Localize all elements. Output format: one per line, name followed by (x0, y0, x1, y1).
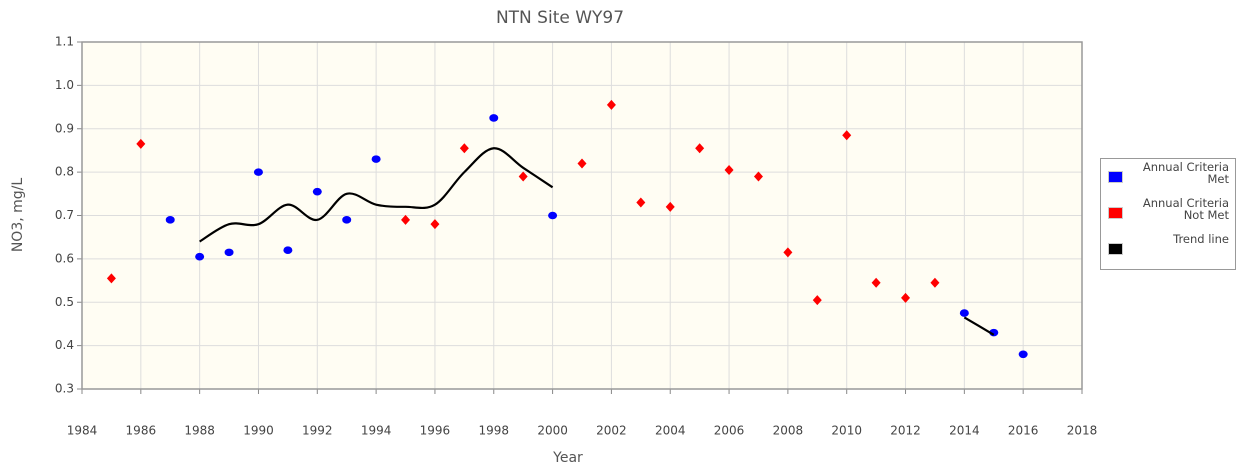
x-tick-label: 2002 (596, 424, 627, 438)
point (136, 138, 146, 149)
point (842, 130, 852, 141)
x-tick-label: 1990 (243, 424, 274, 438)
point (459, 143, 469, 154)
y-tick-label: 0.3 (55, 382, 74, 396)
point (224, 248, 234, 257)
x-tick-label: 2012 (890, 424, 921, 438)
point (283, 246, 293, 254)
legend: Annual Criteria Met Annual Criteria Not M… (1100, 158, 1236, 270)
x-tick-label: 1998 (478, 424, 509, 438)
point (959, 309, 969, 317)
x-axis-label: Year (552, 450, 583, 466)
y-tick-label: 1.0 (55, 78, 74, 92)
point (430, 219, 440, 230)
x-tick-label: 2016 (1008, 424, 1039, 438)
x-tick-label: 2000 (537, 424, 568, 438)
point (312, 187, 322, 196)
y-tick-label: 0.5 (55, 295, 74, 309)
x-tick-label: 1984 (67, 424, 98, 438)
point (871, 277, 881, 288)
legend-entry[interactable]: Trend line (1101, 231, 1235, 267)
point (106, 273, 116, 284)
legend-label: Annual Criteria Met (1142, 160, 1229, 186)
legend-swatch (1108, 171, 1123, 183)
point (812, 295, 822, 306)
point (724, 164, 734, 175)
x-tick-label: 2006 (714, 424, 745, 438)
legend-entry[interactable]: Annual Criteria Met (1101, 159, 1235, 195)
trend-line (199, 147, 995, 336)
y-tick-label: 0.7 (55, 208, 74, 222)
point (606, 99, 616, 110)
point (695, 143, 705, 154)
point (636, 197, 646, 208)
x-tick-label: 2008 (773, 424, 804, 438)
y-axis-label: NO3, mg/L (10, 178, 26, 253)
point (1018, 350, 1028, 359)
y-tick-label: 0.4 (55, 338, 74, 352)
point (901, 292, 911, 303)
plot-border (81, 41, 1083, 390)
x-tick-label: 2010 (831, 424, 862, 438)
legend-label: Annual Criteria Not Met (1142, 196, 1229, 222)
legend-entry[interactable]: Annual Criteria Not Met (1101, 195, 1235, 231)
x-tick-label: 1994 (361, 424, 392, 438)
point (401, 214, 411, 225)
point (253, 168, 263, 176)
point (665, 201, 675, 212)
x-tick-label: 1988 (184, 424, 215, 438)
point (489, 114, 499, 122)
point (548, 211, 558, 220)
point (783, 247, 793, 258)
x-tick-label: 2004 (655, 424, 686, 438)
legend-swatch (1108, 243, 1123, 255)
point (518, 171, 528, 182)
y-tick-label: 0.6 (55, 251, 74, 265)
point (195, 252, 205, 261)
legend-swatch (1108, 207, 1123, 219)
point (930, 277, 940, 288)
x-tick-label: 2014 (949, 424, 980, 438)
x-tick-label: 1986 (126, 424, 157, 438)
x-tick-label: 1996 (420, 424, 451, 438)
point (371, 155, 381, 163)
x-tick-label: 1992 (302, 424, 333, 438)
point (165, 216, 175, 224)
y-tick-label: 0.9 (55, 121, 74, 135)
point (342, 216, 352, 224)
legend-label: Trend line (1173, 232, 1229, 246)
x-tick-label: 2018 (1067, 424, 1098, 438)
y-tick-label: 0.8 (55, 165, 74, 179)
point (577, 158, 587, 169)
y-tick-label: 1.1 (55, 35, 74, 49)
chart-title: NTN Site WY97 (496, 8, 624, 28)
point (753, 171, 763, 182)
